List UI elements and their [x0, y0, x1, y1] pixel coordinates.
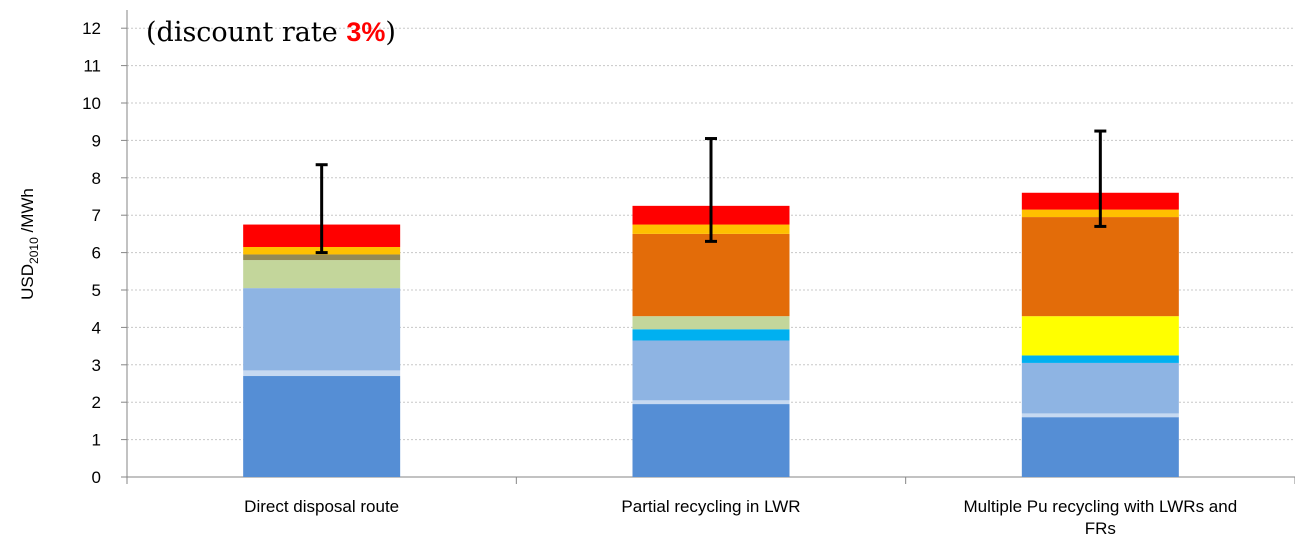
bar-segment	[243, 254, 401, 261]
x-category-label-line: Multiple Pu recycling with LWRs and	[963, 497, 1237, 516]
bars	[243, 192, 1179, 477]
bar-segment	[243, 370, 401, 377]
y-axis-title-base: USD	[18, 264, 37, 300]
discount-rate-prefix: (discount rate	[146, 17, 346, 48]
x-category-label-line: FRs	[1085, 519, 1116, 538]
bar-segment	[1021, 355, 1179, 363]
bar-segment	[243, 260, 401, 289]
bar-segment	[632, 316, 790, 330]
bar-segment	[1021, 217, 1179, 317]
y-tick-label: 3	[92, 356, 101, 375]
y-tick-label: 5	[92, 281, 101, 300]
y-tick-label: 12	[82, 19, 101, 38]
y-tick-label: 8	[92, 169, 101, 188]
x-category-label-line: Partial recycling in LWR	[621, 497, 800, 516]
y-tick-label: 1	[92, 431, 101, 450]
x-category-label-line: Direct disposal route	[244, 497, 399, 516]
y-axis-title-unit: /MWh	[18, 188, 37, 237]
bar-segment	[632, 340, 790, 401]
y-tick-label: 11	[83, 57, 101, 76]
discount-rate-note: (discount rate 3%)	[146, 17, 396, 48]
y-tick-label: 6	[92, 244, 101, 263]
x-category-label: Direct disposal route	[244, 497, 399, 516]
bar-segment	[632, 233, 790, 317]
bar-segment	[1021, 413, 1179, 418]
y-tick-label: 2	[92, 393, 101, 412]
y-tick-label: 0	[92, 468, 101, 487]
y-tick-label: 4	[92, 318, 101, 337]
bar-segment	[632, 404, 790, 477]
bar-segment	[1021, 362, 1179, 414]
bar-segment	[243, 376, 401, 477]
y-tick-label: 9	[92, 131, 101, 150]
bar-segment	[243, 288, 401, 371]
y-axis-title-subscript: 2010	[27, 237, 41, 264]
discount-rate-value: 3%	[346, 17, 385, 47]
bar-segment	[1021, 316, 1179, 356]
discount-rate-suffix: )	[385, 17, 396, 48]
y-axis-title: USD2010 /MWh	[18, 188, 41, 300]
bar-segment	[1021, 417, 1179, 477]
bar-segment	[632, 329, 790, 341]
error-bars	[315, 129, 1107, 255]
y-tick-label: 10	[82, 94, 101, 113]
x-category-label: Multiple Pu recycling with LWRs and FRs	[963, 497, 1237, 538]
y-tick-label: 7	[92, 206, 101, 225]
x-category-label: Partial recycling in LWR	[621, 497, 800, 516]
bar-segment	[632, 400, 790, 405]
